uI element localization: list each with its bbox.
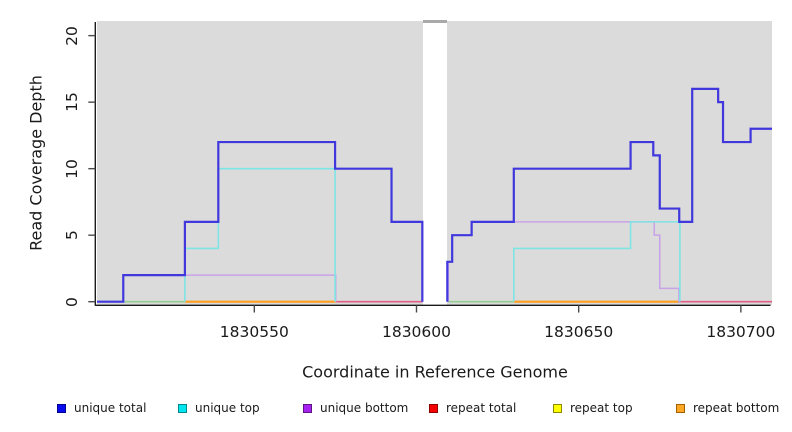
y-tick-label: 20 [63,25,81,46]
legend-label: repeat total [446,401,517,415]
series-line-unique-bottom [122,274,337,302]
legend-label: unique total [74,401,147,415]
no-data-gap-cap [422,20,448,23]
x-axis-title: Coordinate in Reference Genome [302,362,568,382]
legend-swatch-icon [178,403,187,413]
legend-label: unique top [195,401,260,415]
legend-swatch-icon [303,403,312,413]
x-tick-label: 1830600 [381,323,451,341]
y-axis-title: Read Coverage Depth [26,75,46,251]
legend-swatch-icon [57,403,66,413]
x-tick-label: 1830700 [706,323,776,341]
x-tick-label: 1830550 [219,323,289,341]
series-line-unique-bottom [447,221,680,302]
legend-item-unique-bottom: unique bottom [303,400,408,416]
legend-label: unique bottom [320,401,409,415]
legend-item-unique-top: unique top [178,400,260,416]
y-tick-label: 15 [63,92,81,113]
y-tick-label: 10 [63,158,81,179]
series-line-unique-top [184,167,336,302]
x-tick-label: 1830650 [544,323,614,341]
series-line-unique-total [446,87,772,302]
legend-item-repeat-bottom: repeat bottom [676,400,779,416]
legend-swatch-icon [553,403,562,413]
legend-swatch-icon [676,403,685,413]
y-tick-label: 0 [63,296,81,307]
legend-item-repeat-top: repeat top [553,400,633,416]
no-data-gap-band [422,21,448,305]
legend-label: repeat top [570,401,633,415]
y-tick-label: 5 [63,230,81,241]
legend-item-repeat-total: repeat total [429,400,516,416]
legend-item-unique-total: unique total [57,400,146,416]
legend-label: repeat bottom [693,401,780,415]
legend-swatch-icon [429,403,438,413]
series-line-unique-total [97,140,424,303]
series-line-unique-top [513,221,681,302]
